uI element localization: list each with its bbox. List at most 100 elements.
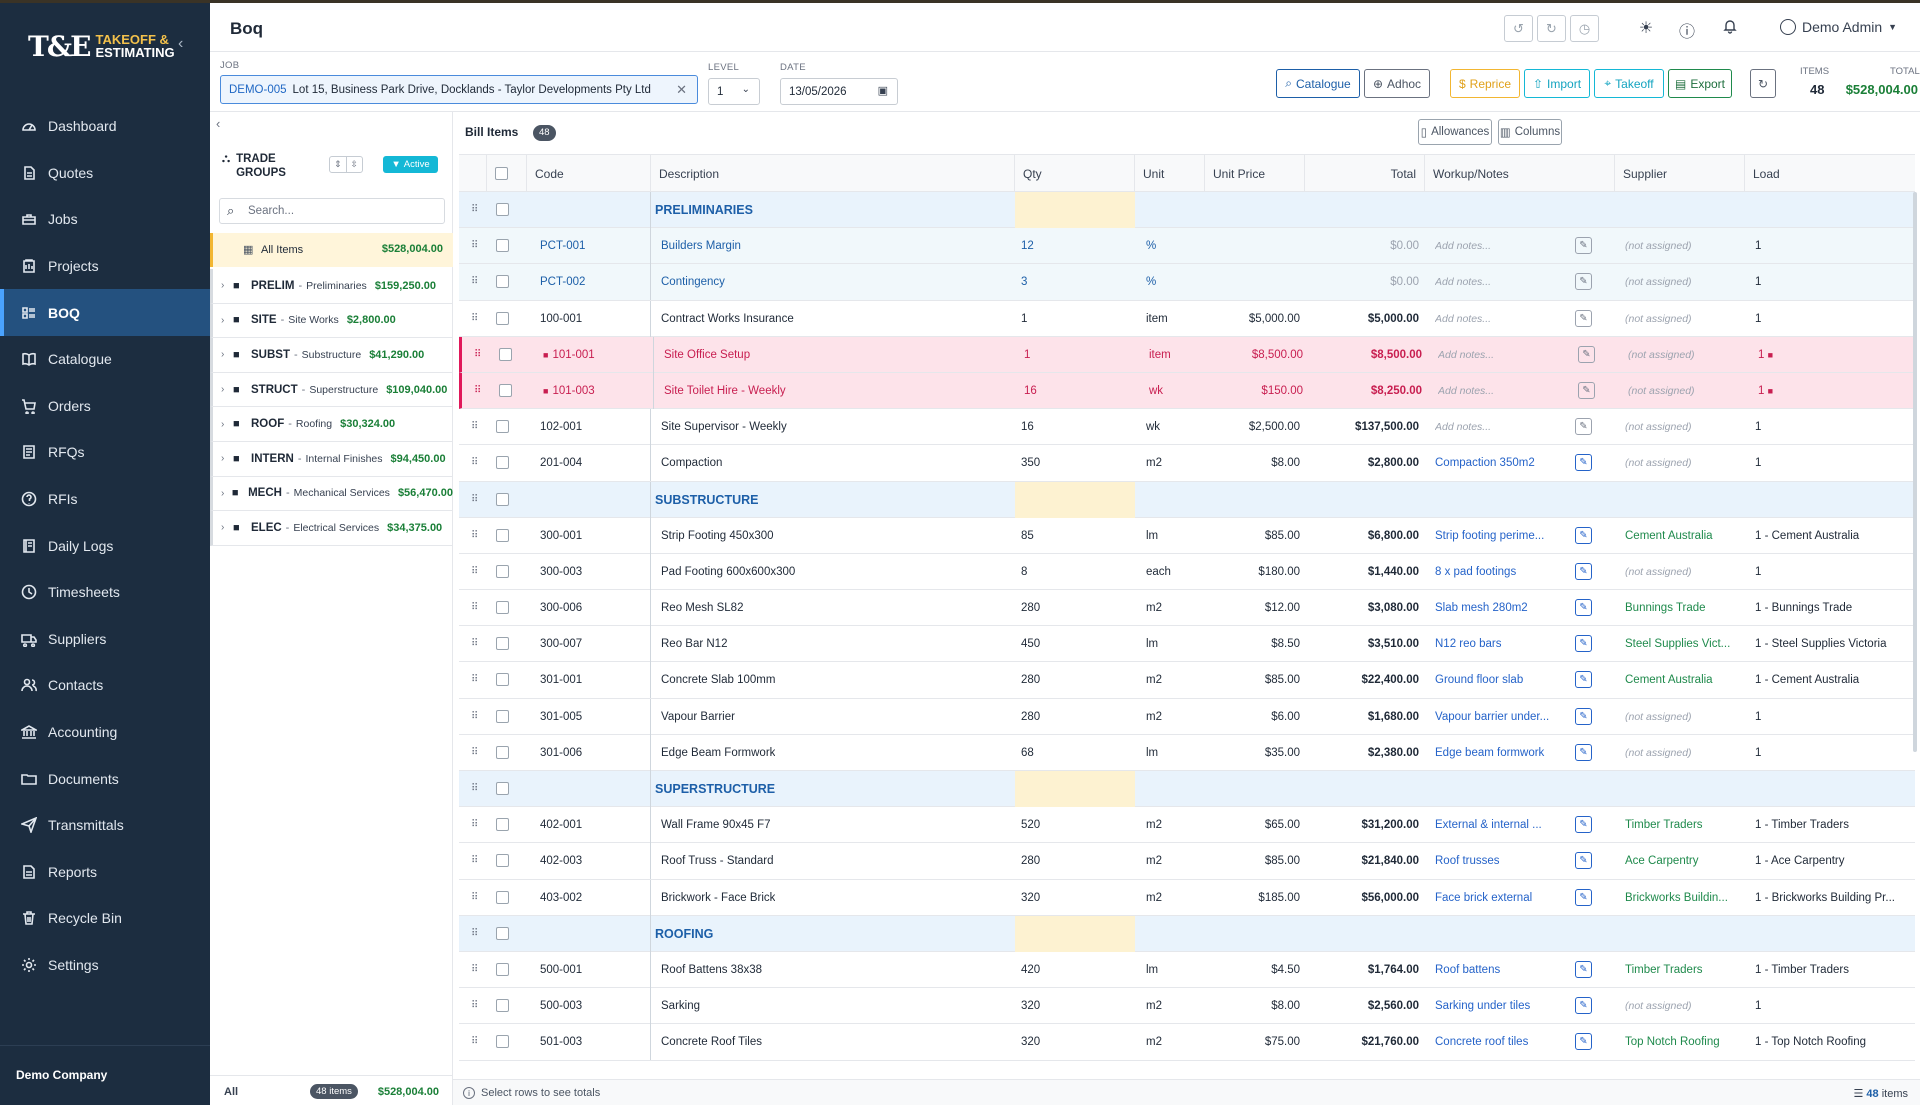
- cell-supplier[interactable]: Brickworks Buildin...: [1625, 891, 1728, 904]
- cell-notes[interactable]: Ground floor slab: [1435, 674, 1524, 687]
- table-row[interactable]: ⠿ PCT-001 Builders Margin 12% $0.00 Add notes…: [459, 228, 1915, 265]
- columns-button[interactable]: ▥ Columns: [1498, 119, 1562, 145]
- theme-toggle-button[interactable]: ☀: [1636, 18, 1656, 38]
- expand-collapse-toggle[interactable]: ⇕ ⇳: [329, 156, 363, 173]
- cell-unit-price[interactable]: $85.00: [1264, 674, 1300, 687]
- cell-notes[interactable]: External & internal ...: [1435, 819, 1542, 832]
- export-button[interactable]: ▤ Export: [1668, 69, 1732, 98]
- cell-notes[interactable]: Add notes...: [1435, 421, 1492, 434]
- drag-handle-icon[interactable]: ⠿: [471, 457, 478, 469]
- sidebar-item-contacts[interactable]: Contacts: [0, 662, 210, 709]
- cell-code[interactable]: 100-001: [540, 301, 582, 337]
- active-filter-badge[interactable]: ▼ Active: [383, 156, 438, 173]
- edit-notes-icon[interactable]: ✎: [1575, 309, 1592, 327]
- drag-handle-icon[interactable]: ⠿: [474, 348, 481, 360]
- cell-description[interactable]: Sarking: [661, 1000, 700, 1013]
- edit-notes-icon[interactable]: ✎: [1575, 743, 1592, 761]
- cell-notes[interactable]: Strip footing perime...: [1435, 529, 1545, 542]
- cell-code[interactable]: 402-001: [540, 807, 582, 843]
- cell-unit[interactable]: m2: [1146, 602, 1162, 615]
- adhoc-button[interactable]: ⊕ Adhoc: [1364, 69, 1430, 98]
- row-checkbox[interactable]: [496, 564, 509, 578]
- user-menu[interactable]: Demo Admin ▼: [1780, 19, 1897, 35]
- chevron-right-icon[interactable]: ›: [221, 418, 225, 430]
- sidebar-item-rfis[interactable]: RFIs: [0, 476, 210, 523]
- cell-notes[interactable]: Face brick external: [1435, 891, 1533, 904]
- sidebar-item-catalogue[interactable]: Catalogue: [0, 336, 210, 383]
- cell-qty[interactable]: 3: [1021, 276, 1028, 289]
- cell-unit[interactable]: lm: [1146, 638, 1159, 651]
- header-unit[interactable]: Unit: [1135, 155, 1205, 193]
- table-row[interactable]: ⠿ 102-001 Site Supervisor - Weekly 16 wk $2,5…: [459, 409, 1915, 446]
- drag-handle-icon[interactable]: ⠿: [471, 529, 478, 541]
- cell-load[interactable]: 1 - Brickworks Building Pr...: [1755, 880, 1905, 916]
- cell-unit[interactable]: each: [1146, 565, 1171, 578]
- cell-supplier[interactable]: Steel Supplies Vict...: [1625, 638, 1731, 651]
- cell-supplier[interactable]: (not assigned): [1625, 312, 1692, 325]
- cell-supplier[interactable]: (not assigned): [1628, 384, 1695, 397]
- cell-code[interactable]: 301-006: [540, 735, 582, 771]
- cell-qty[interactable]: 16: [1024, 384, 1037, 397]
- table-row[interactable]: ⠿ 403-002 Brickwork - Face Brick 320 m2 $185.…: [459, 879, 1915, 916]
- cell-unit-price[interactable]: $5,000.00: [1248, 312, 1300, 325]
- cell-supplier[interactable]: Cement Australia: [1625, 529, 1713, 542]
- sidebar-item-transmittals[interactable]: Transmittals: [0, 802, 210, 849]
- header-code[interactable]: Code: [527, 155, 651, 193]
- cell-unit[interactable]: wk: [1149, 384, 1164, 397]
- group-header-row[interactable]: ⠿ ROOFING: [459, 915, 1915, 952]
- cell-notes[interactable]: Add notes...: [1435, 240, 1492, 253]
- cell-unit[interactable]: item: [1146, 312, 1168, 325]
- calendar-icon[interactable]: ▣: [877, 85, 888, 97]
- row-checkbox[interactable]: [496, 420, 509, 434]
- chevron-right-icon[interactable]: ›: [221, 522, 225, 534]
- cell-supplier[interactable]: (not assigned): [1625, 746, 1692, 759]
- cell-description[interactable]: Site Toilet Hire - Weekly: [664, 384, 786, 397]
- catalogue-button[interactable]: ⌕ Catalogue: [1276, 69, 1360, 98]
- edit-notes-icon[interactable]: ✎: [1575, 599, 1592, 617]
- cell-unit-price[interactable]: $85.00: [1264, 529, 1300, 542]
- refresh-button[interactable]: ↻: [1750, 69, 1776, 98]
- drag-handle-icon[interactable]: ⠿: [471, 855, 478, 867]
- trade-group-roof[interactable]: › ■ ROOF - Roofing $30,324.00: [210, 407, 453, 442]
- cell-load[interactable]: 1: [1755, 445, 1905, 481]
- row-checkbox[interactable]: [496, 311, 509, 325]
- drag-handle-icon[interactable]: ⠿: [471, 783, 478, 794]
- edit-notes-icon[interactable]: ✎: [1575, 418, 1592, 436]
- group-qty-cell[interactable]: [1015, 771, 1135, 807]
- level-select[interactable]: 1 ⌄: [708, 78, 760, 105]
- cell-unit-price[interactable]: $4.50: [1271, 963, 1300, 976]
- cell-unit[interactable]: %: [1146, 240, 1157, 253]
- trade-group-intern[interactable]: › ■ INTERN - Internal Finishes $94,450.00: [210, 442, 453, 477]
- row-checkbox[interactable]: [496, 528, 509, 542]
- cell-description[interactable]: Concrete Slab 100mm: [661, 674, 776, 687]
- cell-qty[interactable]: 280: [1021, 855, 1041, 868]
- row-checkbox[interactable]: [496, 456, 509, 470]
- drag-handle-icon[interactable]: ⠿: [471, 1000, 478, 1012]
- sidebar-item-rfqs[interactable]: RFQs: [0, 429, 210, 476]
- drag-handle-icon[interactable]: ⠿: [471, 710, 478, 722]
- edit-notes-icon[interactable]: ✎: [1575, 1033, 1592, 1051]
- cell-supplier[interactable]: Ace Carpentry: [1625, 855, 1699, 868]
- cell-qty[interactable]: 420: [1021, 963, 1041, 976]
- edit-notes-icon[interactable]: ✎: [1575, 816, 1592, 834]
- row-checkbox[interactable]: [496, 854, 509, 868]
- header-load[interactable]: Load: [1753, 167, 1780, 181]
- cell-code[interactable]: 300-003: [540, 554, 582, 590]
- sidebar-item-accounting[interactable]: Accounting: [0, 709, 210, 756]
- cell-notes[interactable]: Concrete roof tiles: [1435, 1036, 1529, 1049]
- cell-qty[interactable]: 450: [1021, 638, 1041, 651]
- table-row[interactable]: ⠿ 300-006 Reo Mesh SL82 280 m2 $12.00 $3,080.0…: [459, 590, 1915, 627]
- cell-supplier[interactable]: Bunnings Trade: [1625, 602, 1706, 615]
- table-row[interactable]: ⠿ ■ 101-003 Site Toilet Hire - Weekly 16 wk $1…: [459, 372, 1915, 410]
- table-row[interactable]: ⠿ 300-007 Reo Bar N12 450 lm $8.50 $3,510.00 N1…: [459, 626, 1915, 663]
- cell-description[interactable]: Compaction: [661, 457, 723, 470]
- row-checkbox[interactable]: [496, 275, 509, 289]
- table-row[interactable]: ⠿ 402-003 Roof Truss - Standard 280 m2 $85.00…: [459, 843, 1915, 880]
- cell-notes[interactable]: N12 reo bars: [1435, 638, 1502, 651]
- sidebar-item-reports[interactable]: Reports: [0, 849, 210, 896]
- group-qty-cell[interactable]: [1015, 481, 1135, 518]
- cell-unit[interactable]: lm: [1146, 963, 1159, 976]
- cell-load[interactable]: 1 ■: [1758, 337, 1908, 373]
- table-row[interactable]: ⠿ 301-001 Concrete Slab 100mm 280 m2 $85.00 $2…: [459, 662, 1915, 699]
- cell-unit-price[interactable]: $6.00: [1271, 710, 1300, 723]
